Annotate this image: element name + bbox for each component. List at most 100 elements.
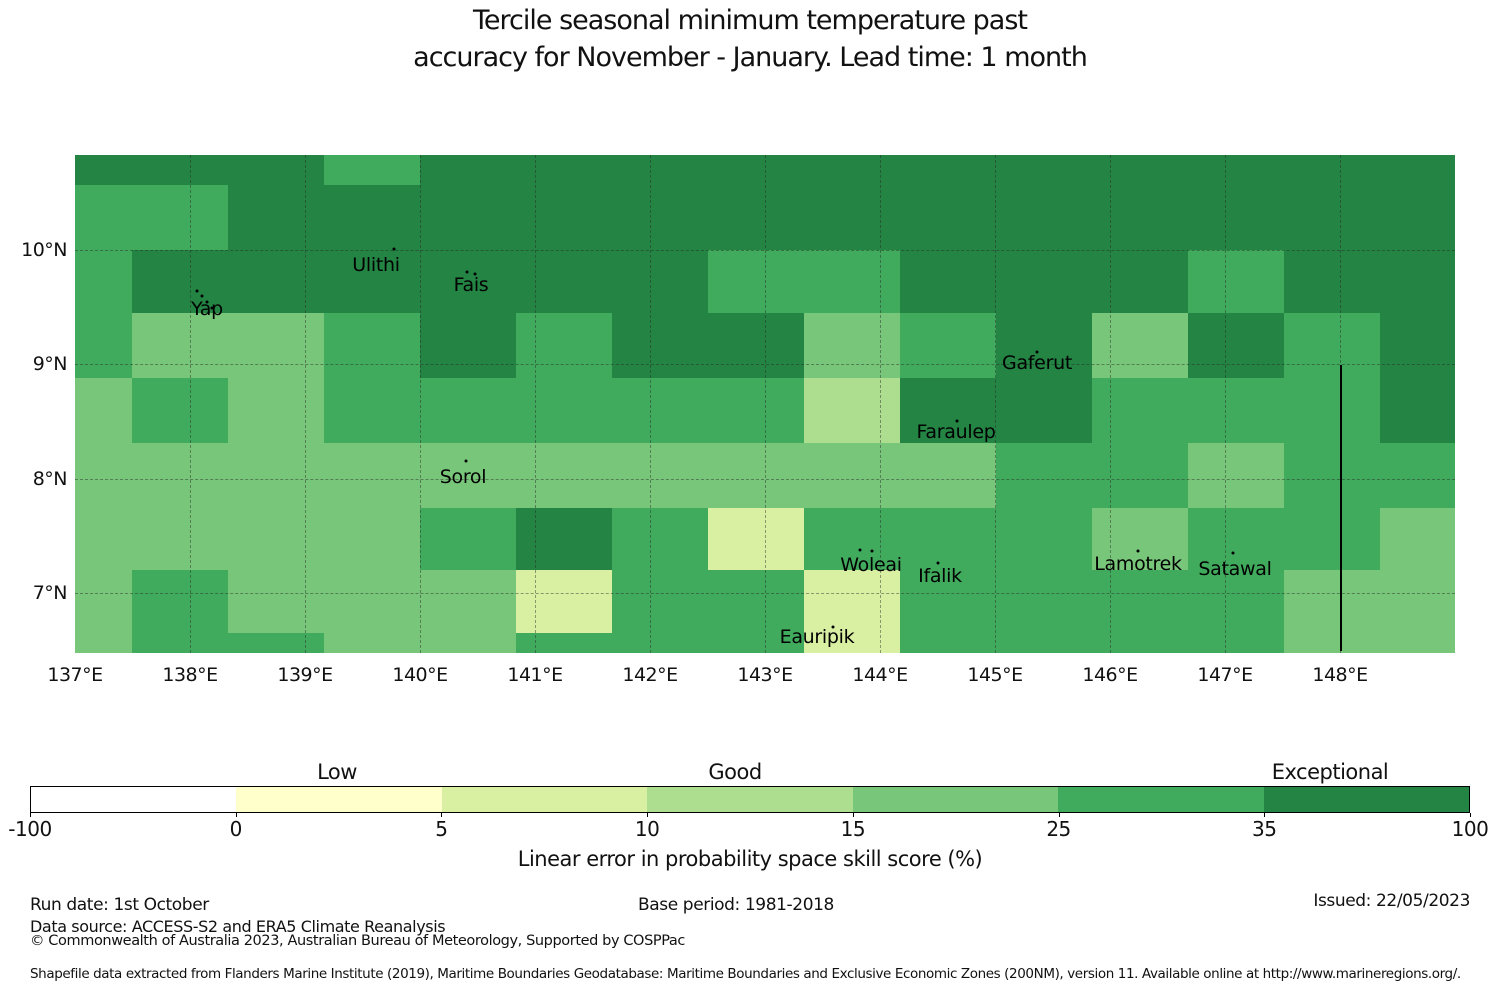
map-cell	[1284, 378, 1381, 444]
map-cell	[612, 508, 709, 571]
map-cell	[132, 378, 229, 444]
colorbar-tick	[1264, 813, 1266, 817]
lon-tick-label: 148°E	[1312, 664, 1368, 686]
map-cell	[612, 570, 709, 634]
map-cell	[1092, 633, 1189, 653]
colorbar-tick	[1058, 813, 1060, 817]
map-cell	[132, 185, 229, 251]
colorbar-segment	[441, 787, 648, 812]
map-cell	[708, 378, 805, 444]
map-cell	[900, 570, 997, 634]
map-cell	[612, 378, 709, 444]
lat-tick-label: 7°N	[32, 582, 68, 604]
map-cell	[996, 508, 1093, 571]
parallel-gridline	[75, 593, 1455, 594]
map-cell	[132, 313, 229, 379]
map-cell	[516, 378, 613, 444]
map-cell	[996, 313, 1093, 379]
meridian-gridline	[650, 155, 651, 653]
map-cell	[804, 185, 901, 251]
map-cell	[612, 155, 709, 186]
issued-text: Issued: 22/05/2023	[1313, 891, 1470, 911]
map-cell	[75, 155, 133, 186]
map-cell	[516, 443, 613, 509]
meridian-gridline	[995, 155, 996, 653]
map-cell	[708, 508, 805, 571]
map-cell	[996, 443, 1093, 509]
map-cell	[420, 250, 517, 314]
colorbar-category-label: Low	[317, 760, 357, 784]
island-marker-dot	[1231, 551, 1235, 555]
meridian-gridline	[420, 155, 421, 653]
map-cell	[1284, 155, 1381, 186]
island-marker-dot	[1136, 549, 1140, 553]
map-cell	[708, 250, 805, 314]
map-cell	[708, 313, 805, 379]
page-title-line1: Tercile seasonal minimum temperature pas…	[473, 5, 1028, 36]
meridian-gridline	[1110, 155, 1111, 653]
map-cell	[900, 155, 997, 186]
map-cell	[516, 508, 613, 571]
island-marker-dot	[210, 306, 214, 310]
map-cell	[1284, 313, 1381, 379]
colorbar-tick	[852, 813, 854, 817]
base-period-text: Base period: 1981-2018	[638, 895, 834, 915]
eez-boundary-line	[1340, 365, 1342, 651]
colorbar-tick-label: 25	[1046, 817, 1071, 841]
meridian-gridline	[765, 155, 766, 653]
map-cell	[228, 378, 325, 444]
colorbar	[30, 786, 1470, 813]
meridian-gridline	[305, 155, 306, 653]
map-cell	[1380, 570, 1455, 634]
map-cell	[1092, 378, 1189, 444]
map-cell	[1380, 185, 1455, 251]
island-label: Lamotrek	[1094, 553, 1182, 575]
lat-tick-label: 8°N	[32, 468, 68, 490]
map-cell	[516, 633, 613, 653]
colorbar-tick	[647, 813, 649, 817]
map-cell	[228, 185, 325, 251]
map-cell	[1188, 250, 1285, 314]
colorbar-segment	[236, 787, 442, 812]
map-cell	[1284, 443, 1381, 509]
meridian-gridline	[880, 155, 881, 653]
colorbar-segment	[1263, 787, 1469, 812]
map-cell	[1188, 633, 1285, 653]
map-cell	[75, 508, 133, 571]
colorbar-tick-label: 0	[229, 817, 243, 841]
meridian-gridline	[535, 155, 536, 653]
map-canvas: Yap Ulithi Fais Sorol Gaferut Faraulep Woleai I…	[75, 155, 1455, 653]
map-cell	[516, 570, 613, 634]
map-cell	[324, 570, 421, 634]
meridian-gridline	[190, 155, 191, 653]
parallel-gridline	[75, 364, 1455, 365]
map-cell	[1188, 155, 1285, 186]
map-cell	[324, 313, 421, 379]
lon-tick-label: 142°E	[622, 664, 678, 686]
map-cell	[324, 155, 421, 186]
map-cell	[1380, 155, 1455, 186]
map-cell	[708, 155, 805, 186]
island-marker-dot	[858, 548, 862, 552]
map-cell	[75, 443, 133, 509]
map-cell	[1380, 443, 1455, 509]
map-cell	[1380, 508, 1455, 571]
map-cell	[75, 250, 133, 314]
lon-tick-label: 138°E	[162, 664, 218, 686]
map-cell	[804, 155, 901, 186]
map-cell	[996, 633, 1093, 653]
island-marker-dot	[473, 272, 477, 276]
colorbar-segment	[647, 787, 853, 812]
map-cell	[75, 313, 133, 379]
colorbar-tick	[1470, 813, 1471, 817]
lon-tick-label: 146°E	[1082, 664, 1138, 686]
lat-tick-label: 10°N	[21, 239, 67, 261]
map-cell	[132, 443, 229, 509]
map-cell	[1380, 633, 1455, 653]
colorbar-tick-label: 10	[634, 817, 660, 841]
island-marker-dot	[205, 300, 209, 304]
map-cell	[1092, 185, 1189, 251]
map-cell	[1284, 633, 1381, 653]
island-label: Satawal	[1198, 558, 1272, 580]
